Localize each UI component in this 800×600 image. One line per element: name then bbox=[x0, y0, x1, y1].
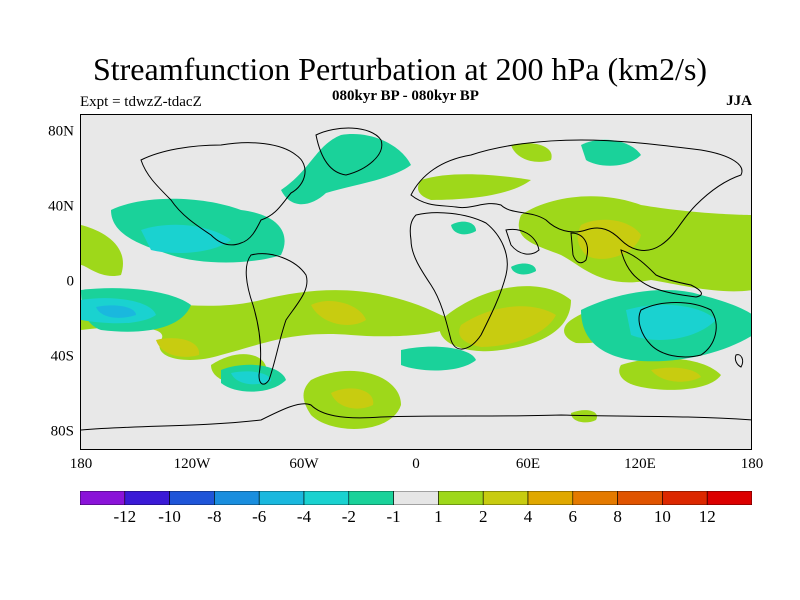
colorbar-swatch bbox=[348, 491, 394, 505]
europe-asia-outline bbox=[410, 139, 743, 251]
lon-tick-180e: 180 bbox=[740, 456, 764, 472]
colorbar-label: -1 bbox=[386, 507, 401, 526]
contour-pos-4 bbox=[459, 306, 556, 347]
colorbar-swatch bbox=[438, 491, 484, 505]
contour-pos-2 bbox=[81, 225, 123, 277]
contour-field bbox=[81, 134, 751, 429]
colorbar-label: 8 bbox=[613, 507, 622, 526]
colorbar-swatch bbox=[124, 491, 170, 505]
colorbar-label: -8 bbox=[207, 507, 222, 526]
colorbar-swatch bbox=[258, 491, 305, 505]
india-outline bbox=[570, 232, 588, 264]
lon-tick-180w: 180 bbox=[69, 456, 93, 472]
new-zealand-outline bbox=[734, 354, 744, 368]
contour-pos-4 bbox=[651, 367, 701, 382]
experiment-label: Expt = tdwzZ-tdacZ bbox=[80, 94, 202, 110]
contour-neg-2 bbox=[401, 346, 476, 371]
colorbar-swatch bbox=[169, 491, 215, 505]
lat-tick-80s: 80S bbox=[50, 423, 74, 440]
contour-neg-2 bbox=[511, 263, 536, 275]
contour-pos-4 bbox=[331, 388, 374, 409]
contour-pos-4 bbox=[156, 338, 200, 357]
colorbar-swatch bbox=[80, 491, 126, 505]
colorbar-swatch bbox=[393, 491, 439, 505]
contour-neg-6 bbox=[96, 305, 136, 318]
lat-tick-0: 0 bbox=[66, 273, 75, 290]
contour-pos-4 bbox=[311, 300, 366, 325]
colorbar-label: 1 bbox=[434, 507, 443, 526]
australia-outline bbox=[638, 302, 717, 358]
contour-pos-2 bbox=[418, 174, 531, 200]
contour-pos-4 bbox=[577, 219, 641, 259]
antarctica-outline bbox=[81, 403, 751, 431]
colorbar-label: -10 bbox=[158, 507, 181, 526]
colorbar-label: -4 bbox=[296, 507, 312, 526]
season-label: JJA bbox=[726, 93, 752, 109]
lon-tick-0: 0 bbox=[412, 456, 420, 472]
contour-neg-4 bbox=[141, 224, 231, 253]
lat-tick-40s: 40S bbox=[50, 348, 74, 365]
coastlines bbox=[81, 127, 751, 431]
lat-tick-80n: 80N bbox=[48, 123, 74, 140]
greenland-outline bbox=[315, 127, 383, 176]
colorbar-swatch bbox=[482, 491, 529, 505]
contour-neg-2 bbox=[281, 134, 411, 205]
contour-neg-4 bbox=[626, 304, 716, 340]
contour-pos-2 bbox=[571, 410, 597, 423]
contour-pos-2 bbox=[511, 143, 552, 162]
colorbar-swatch bbox=[617, 491, 663, 505]
north-america-outline bbox=[140, 142, 306, 246]
map-canvas bbox=[81, 127, 751, 431]
colorbar-label: -2 bbox=[341, 507, 356, 526]
contour-neg-4 bbox=[231, 371, 271, 385]
colorbar-swatch bbox=[214, 491, 260, 505]
colorbar-swatch bbox=[572, 491, 618, 505]
colorbar-label: -6 bbox=[252, 507, 267, 526]
colorbar-label: 10 bbox=[653, 507, 671, 526]
southeast-asia-outline bbox=[620, 249, 702, 298]
colorbar-label: 12 bbox=[698, 507, 716, 526]
arabia-outline bbox=[505, 228, 540, 255]
colorbar-label: 6 bbox=[568, 507, 578, 526]
colorbar-swatch bbox=[662, 491, 708, 505]
colorbar-label: -12 bbox=[113, 507, 137, 526]
colorbar-label: 2 bbox=[478, 507, 488, 526]
colorbar bbox=[80, 491, 752, 505]
africa-outline bbox=[409, 212, 508, 350]
lon-tick-120e: 120E bbox=[624, 456, 656, 472]
colorbar-swatch bbox=[303, 491, 350, 505]
colorbar-label: 4 bbox=[523, 507, 533, 526]
chart-title: Streamfunction Perturbation at 200 hPa (… bbox=[92, 51, 708, 87]
lon-tick-60w: 60W bbox=[289, 456, 319, 472]
colorbar-swatch bbox=[706, 491, 752, 505]
map-panel bbox=[80, 114, 752, 450]
lon-tick-120w: 120W bbox=[173, 456, 211, 472]
chart-subtitle: 080kyr BP - 080kyr BP bbox=[332, 88, 479, 104]
contour-neg-2 bbox=[451, 221, 476, 235]
colorbar-swatch bbox=[527, 491, 574, 505]
south-america-outline bbox=[245, 253, 308, 385]
lon-tick-60e: 60E bbox=[515, 456, 541, 472]
contour-neg-2 bbox=[581, 139, 641, 166]
lat-tick-40n: 40N bbox=[48, 198, 74, 215]
